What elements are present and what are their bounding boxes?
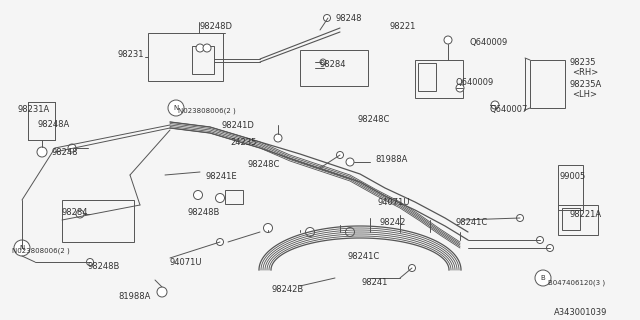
Bar [530,60,565,108]
Text: 98231: 98231 [118,50,145,59]
Circle shape [193,190,202,199]
Text: 94071U: 94071U [378,198,410,207]
Bar [192,46,214,74]
Text: 98248B: 98248B [88,262,120,271]
Bar [415,60,463,98]
Text: 98235: 98235 [570,58,596,67]
Circle shape [274,134,282,142]
Text: 98248B: 98248B [188,208,220,217]
Bar [300,50,368,86]
Circle shape [216,238,223,245]
Circle shape [216,194,225,203]
Text: 81988A: 81988A [375,155,408,164]
Circle shape [536,236,543,244]
Text: N023808006(2 ): N023808006(2 ) [178,108,236,115]
Text: 98248C: 98248C [358,115,390,124]
Circle shape [196,44,204,52]
Text: 98235A: 98235A [570,80,602,89]
Text: 24235: 24235 [230,138,257,147]
Circle shape [37,147,47,157]
Circle shape [264,223,273,233]
Text: 81988A: 81988A [118,292,150,301]
Text: Q640007: Q640007 [490,105,529,114]
Circle shape [535,270,551,286]
Bar [418,63,436,91]
Text: 98231A: 98231A [18,105,51,114]
Circle shape [157,287,167,297]
Circle shape [86,259,93,266]
Circle shape [305,228,314,236]
Circle shape [203,44,211,52]
Circle shape [323,14,330,21]
Text: Q640009: Q640009 [470,38,508,47]
Bar [558,205,598,235]
Circle shape [346,228,355,236]
Circle shape [76,210,84,218]
Circle shape [320,59,326,65]
Text: 98241: 98241 [362,278,388,287]
Circle shape [346,158,354,166]
Bar [225,190,243,204]
Text: <LH>: <LH> [572,90,597,99]
Text: 98241C: 98241C [455,218,487,227]
Text: 98241C: 98241C [348,252,380,261]
Text: 98284: 98284 [320,60,346,69]
Text: N: N [173,105,179,111]
Text: A343001039: A343001039 [554,308,607,317]
Circle shape [516,214,524,221]
Circle shape [444,36,452,44]
Text: <RH>: <RH> [572,68,598,77]
Text: 99005: 99005 [560,172,586,181]
Text: 98221A: 98221A [570,210,602,219]
Text: 98248A: 98248A [38,120,70,129]
Text: 98248: 98248 [52,148,79,157]
Circle shape [547,244,554,252]
Text: N: N [19,245,24,251]
Circle shape [68,144,76,152]
Bar [62,200,134,242]
Text: 98241D: 98241D [222,121,255,130]
Circle shape [337,151,344,158]
Circle shape [14,240,30,256]
Text: 98242: 98242 [380,218,406,227]
Text: 98221: 98221 [390,22,417,31]
Circle shape [408,265,415,271]
Bar [562,208,580,230]
Text: 98242B: 98242B [272,285,304,294]
Text: 94071U: 94071U [170,258,202,267]
Text: Q640009: Q640009 [455,78,493,87]
Text: N023808006(2 ): N023808006(2 ) [12,248,70,254]
Text: 98284: 98284 [62,208,88,217]
Text: 98248: 98248 [335,14,362,23]
Text: 98241E: 98241E [205,172,237,181]
Bar [148,33,223,81]
Text: 98248C: 98248C [248,160,280,169]
Text: 98248D: 98248D [200,22,233,31]
Bar [558,165,583,210]
Circle shape [491,101,499,109]
Text: B: B [541,275,545,281]
Circle shape [168,100,184,116]
Text: B047406120(3 ): B047406120(3 ) [548,280,605,286]
Circle shape [456,84,464,92]
